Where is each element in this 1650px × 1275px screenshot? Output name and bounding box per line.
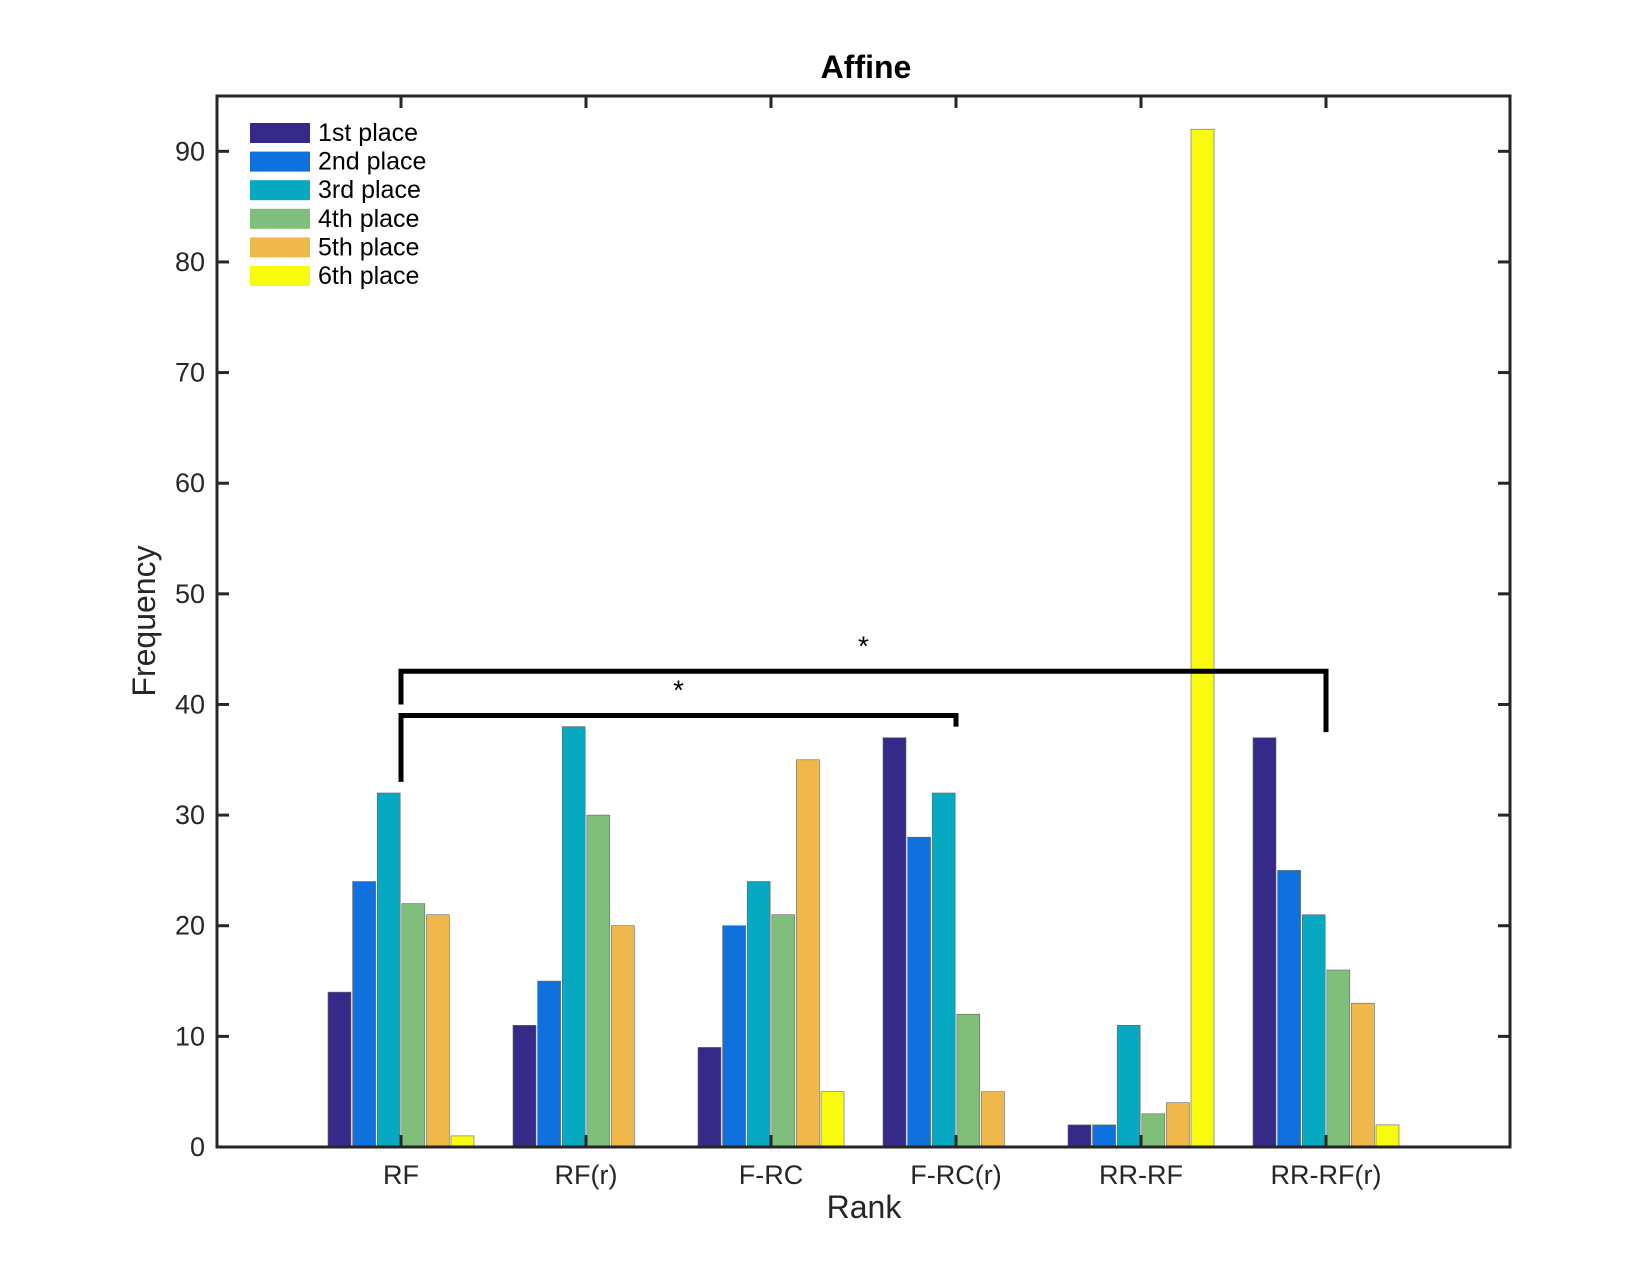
legend-item: 2nd place (250, 148, 426, 176)
y-tick-label: 70 (175, 358, 205, 388)
significance-label: * (858, 630, 869, 661)
y-tick-label: 10 (175, 1021, 205, 1051)
bar (1092, 1124, 1116, 1148)
y-tick-label: 50 (175, 579, 205, 609)
x-tick-label: RR-RF(r) (1271, 1160, 1382, 1190)
bar (512, 1025, 537, 1148)
bar (352, 881, 376, 1148)
legend-item: 4th place (250, 205, 419, 233)
chart-title: Affine (821, 49, 912, 85)
bar (722, 925, 746, 1148)
bar (882, 737, 907, 1148)
bar (981, 1091, 1005, 1148)
bar (561, 726, 586, 1148)
bracket-line (398, 668, 1329, 733)
bar-group (882, 737, 1030, 1148)
bar (450, 1135, 475, 1148)
legend-item: 3rd place (250, 176, 421, 204)
legend-label: 3rd place (318, 176, 421, 204)
x-tick-label: F-RC (739, 1160, 803, 1190)
y-tick-label: 30 (175, 800, 205, 830)
legend-swatch (250, 123, 310, 143)
bar (586, 814, 611, 1148)
y-tick-label: 60 (175, 468, 205, 498)
bar (820, 1091, 845, 1148)
bar (426, 914, 450, 1148)
bar (771, 914, 796, 1148)
bar (1067, 1124, 1092, 1148)
legend-label: 2nd place (318, 148, 426, 176)
y-tick-label: 80 (175, 247, 205, 277)
bar (1166, 1102, 1190, 1148)
bars-layer (327, 128, 1400, 1148)
significance-bracket: * (398, 630, 1329, 733)
bar (956, 1013, 981, 1148)
y-tick-label: 20 (175, 911, 205, 941)
legend-item: 1st place (250, 119, 418, 147)
significance-bracket: * (398, 675, 959, 782)
bar-group (697, 759, 845, 1148)
y-tick-label: 0 (190, 1132, 205, 1162)
bar (697, 1047, 722, 1148)
bar (401, 903, 426, 1148)
bar (931, 792, 956, 1148)
legend-swatch (250, 237, 310, 258)
bar-group (1067, 128, 1215, 1148)
y-tick-label: 90 (175, 136, 205, 166)
bar (1190, 128, 1215, 1148)
significance-label: * (673, 675, 684, 706)
bar (796, 759, 820, 1148)
legend-swatch (250, 208, 310, 229)
x-tick-label: RF (383, 1160, 419, 1190)
plot-frame (215, 94, 1512, 1149)
x-axis-label: Rank (827, 1189, 903, 1225)
legend-swatch (250, 180, 310, 201)
ticks-layer: 0 10 20 30 40 50 60 70 80 90 RF RF(r) F-RC F-RC(r) RR-… (175, 96, 1510, 1190)
bar (376, 792, 401, 1148)
legend-item: 5th place (250, 233, 419, 261)
bar (746, 881, 771, 1148)
bar (907, 836, 931, 1148)
bar (1301, 914, 1326, 1148)
bar (611, 925, 635, 1148)
x-tick-label: F-RC(r) (910, 1160, 1001, 1190)
bar (1351, 1002, 1375, 1148)
annotation-layer: ** (398, 630, 1329, 782)
y-axis-label: Frequency (126, 545, 162, 696)
y-tick-label: 40 (175, 689, 205, 719)
bar-group (1252, 737, 1400, 1148)
bar (327, 991, 352, 1148)
x-tick-label: RF(r) (555, 1160, 618, 1190)
legend-swatch (250, 266, 310, 286)
legend-swatch (250, 151, 310, 172)
legend-item: 6th place (250, 262, 419, 290)
bar (1252, 737, 1277, 1148)
bar-group (512, 726, 660, 1148)
bar (1141, 1113, 1166, 1148)
legend-label: 1st place (318, 119, 418, 147)
bar (1375, 1124, 1400, 1148)
bar (537, 980, 561, 1148)
bar (1116, 1025, 1141, 1148)
legend-label: 4th place (318, 205, 419, 233)
legend-label: 5th place (318, 233, 419, 261)
x-tick-label: RR-RF (1099, 1160, 1183, 1190)
bar (1326, 969, 1351, 1148)
bar (1277, 870, 1301, 1148)
legend-label: 6th place (318, 262, 419, 290)
bracket-line (398, 713, 959, 782)
bar-group (327, 792, 475, 1148)
